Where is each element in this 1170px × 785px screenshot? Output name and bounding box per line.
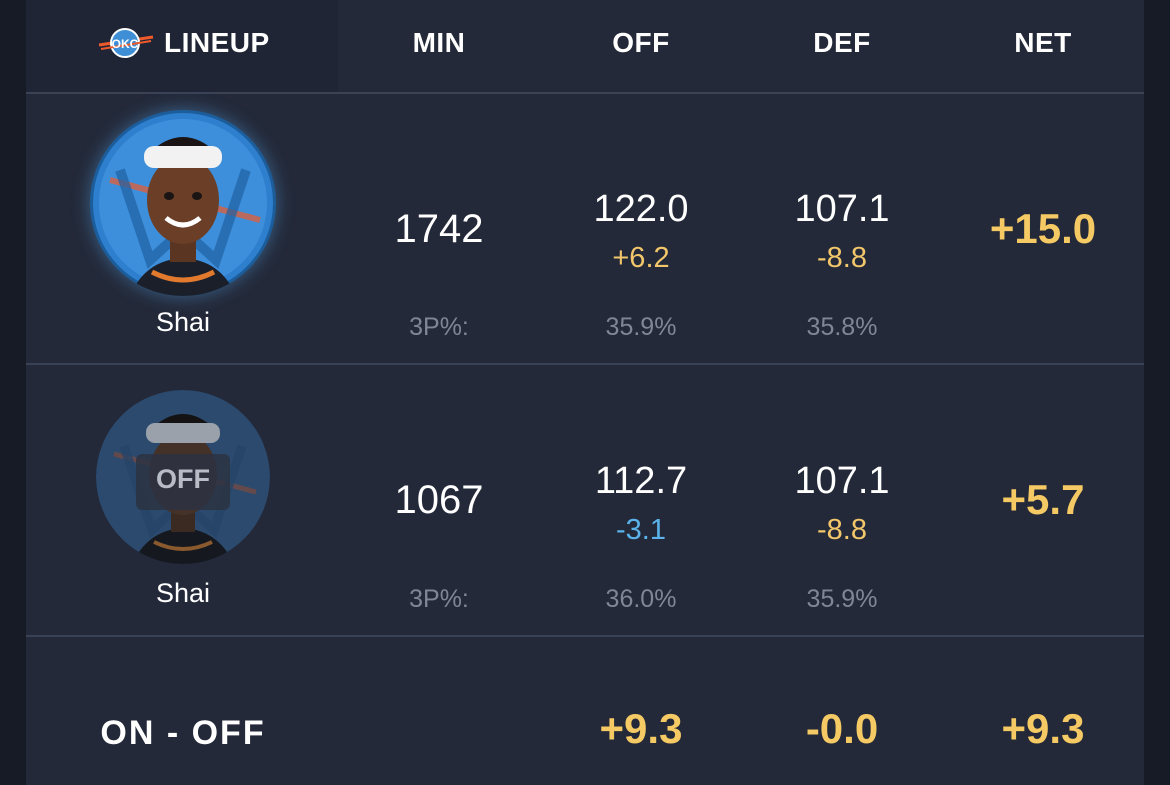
- svg-text:OKC: OKC: [112, 37, 139, 51]
- player-name: Shai: [155, 306, 211, 337]
- off-three-pt: 35.9%: [605, 312, 677, 341]
- header-min[interactable]: MIN: [412, 27, 466, 58]
- player-name: Shai: [155, 577, 211, 608]
- off-delta: -3.1: [616, 513, 666, 546]
- divider: [26, 363, 1144, 365]
- net-rating: +15.0: [989, 205, 1097, 252]
- def-three-pt: 35.8%: [806, 312, 878, 341]
- three-pt-label: 3P%:: [409, 584, 469, 613]
- avatar[interactable]: OFF: [96, 390, 270, 564]
- on-off-label: ON - OFF: [100, 713, 266, 752]
- def-three-pt: 35.9%: [806, 584, 878, 613]
- off-rating: 112.7: [594, 459, 688, 502]
- divider: [26, 92, 1144, 94]
- def-rating: 107.1: [794, 459, 890, 502]
- on-off-net: +9.3: [1001, 705, 1085, 752]
- header-lineup: LINEUP: [164, 27, 270, 58]
- header-off[interactable]: OFF: [612, 27, 670, 58]
- okc-logo-icon: OKC: [96, 18, 156, 68]
- min-value: 1067: [394, 477, 484, 522]
- def-delta: -8.8: [817, 241, 867, 274]
- net-rating: +5.7: [1001, 476, 1085, 523]
- right-frame: [1144, 0, 1170, 785]
- three-pt-label: 3P%:: [409, 312, 469, 341]
- avatar[interactable]: [90, 110, 276, 296]
- def-delta: -8.8: [817, 513, 867, 546]
- on-off-def: -0.0: [805, 705, 879, 752]
- header-def[interactable]: DEF: [813, 27, 871, 58]
- min-value: 1742: [394, 206, 484, 251]
- on-off-off: +9.3: [599, 705, 683, 752]
- header-net[interactable]: NET: [1014, 27, 1072, 58]
- off-three-pt: 36.0%: [605, 584, 677, 613]
- divider: [26, 635, 1144, 637]
- off-badge: OFF: [156, 464, 210, 494]
- lineup-stats-panel: OKC LINEUP MIN OFF DEF NET: [26, 0, 1144, 785]
- lineup-header-bg: [26, 0, 338, 92]
- off-rating: 122.0: [593, 187, 689, 230]
- def-rating: 107.1: [794, 187, 890, 230]
- off-delta: +6.2: [612, 241, 670, 274]
- left-frame: [0, 0, 26, 785]
